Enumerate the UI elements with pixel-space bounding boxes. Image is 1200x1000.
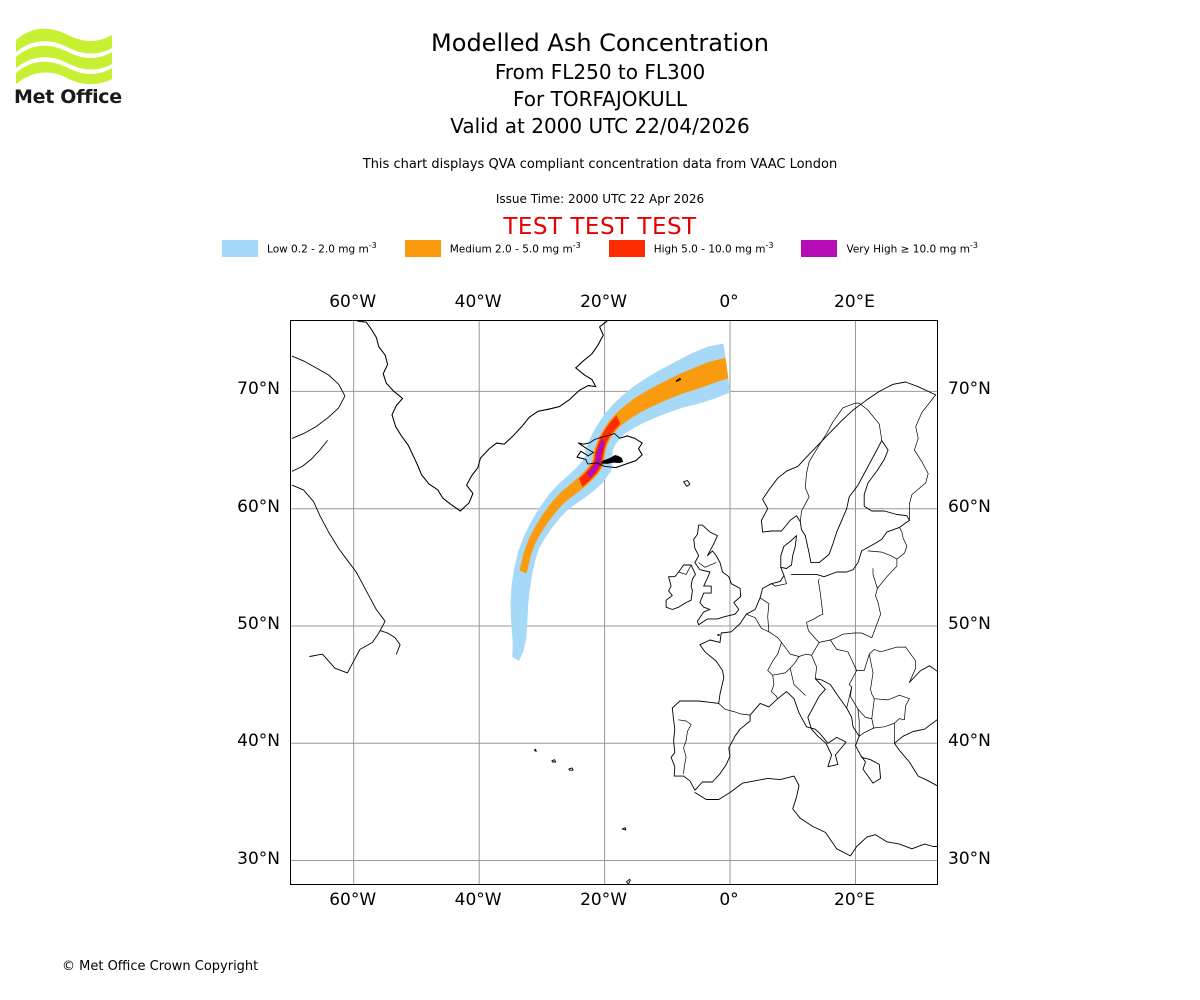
ytick-right-4: 70°N bbox=[948, 379, 1028, 399]
title-valid-time: Valid at 2000 UTC 22/04/2026 bbox=[0, 113, 1200, 140]
ytick-left-3: 60°N bbox=[210, 497, 280, 517]
legend-label-high: High 5.0 - 10.0 mg m-3 bbox=[654, 241, 774, 256]
legend-item-medium: Medium 2.0 - 5.0 mg m-3 bbox=[405, 240, 581, 257]
ytick-right-1: 40°N bbox=[948, 731, 1028, 751]
copyright-footer: © Met Office Crown Copyright bbox=[62, 959, 258, 974]
legend-swatch-medium bbox=[405, 240, 441, 257]
ytick-left-0: 30°N bbox=[210, 849, 280, 869]
legend-swatch-very-high bbox=[801, 240, 837, 257]
map-plot-area bbox=[290, 320, 938, 885]
xtick-bottom-1: 40°W bbox=[444, 890, 512, 910]
legend-item-very-high: Very High ≥ 10.0 mg m-3 bbox=[801, 240, 977, 257]
legend-swatch-low bbox=[222, 240, 258, 257]
legend-item-high: High 5.0 - 10.0 mg m-3 bbox=[609, 240, 774, 257]
legend-label-very-high: Very High ≥ 10.0 mg m-3 bbox=[846, 241, 977, 256]
xtick-bottom-3: 0° bbox=[695, 890, 763, 910]
xtick-top-0: 60°W bbox=[319, 292, 387, 312]
legend-item-low: Low 0.2 - 2.0 mg m-3 bbox=[222, 240, 377, 257]
map-canvas bbox=[291, 321, 937, 884]
xtick-top-3: 0° bbox=[695, 292, 763, 312]
legend-label-medium: Medium 2.0 - 5.0 mg m-3 bbox=[450, 241, 581, 256]
concentration-legend: Low 0.2 - 2.0 mg m-3 Medium 2.0 - 5.0 mg… bbox=[0, 240, 1200, 257]
ytick-right-2: 50°N bbox=[948, 614, 1028, 634]
title-volcano: For TORFAJOKULL bbox=[0, 86, 1200, 113]
xtick-top-4: 20°E bbox=[820, 292, 888, 312]
test-banner: TEST TEST TEST bbox=[0, 214, 1200, 240]
ytick-left-1: 40°N bbox=[210, 731, 280, 751]
ytick-right-3: 60°N bbox=[948, 497, 1028, 517]
chart-subtitle: This chart displays QVA compliant concen… bbox=[0, 157, 1200, 172]
xtick-top-2: 20°W bbox=[570, 292, 638, 312]
legend-label-low: Low 0.2 - 2.0 mg m-3 bbox=[267, 241, 377, 256]
title-flight-levels: From FL250 to FL300 bbox=[0, 59, 1200, 86]
xtick-top-1: 40°W bbox=[444, 292, 512, 312]
ytick-right-0: 30°N bbox=[948, 849, 1028, 869]
legend-swatch-high bbox=[609, 240, 645, 257]
xtick-bottom-0: 60°W bbox=[319, 890, 387, 910]
title-block: Modelled Ash Concentration From FL250 to… bbox=[0, 28, 1200, 140]
xtick-bottom-2: 20°W bbox=[570, 890, 638, 910]
issue-time: Issue Time: 2000 UTC 22 Apr 2026 bbox=[0, 192, 1200, 206]
xtick-bottom-4: 20°E bbox=[820, 890, 888, 910]
ytick-left-2: 50°N bbox=[210, 614, 280, 634]
page-title: Modelled Ash Concentration bbox=[0, 28, 1200, 59]
ytick-left-4: 70°N bbox=[210, 379, 280, 399]
